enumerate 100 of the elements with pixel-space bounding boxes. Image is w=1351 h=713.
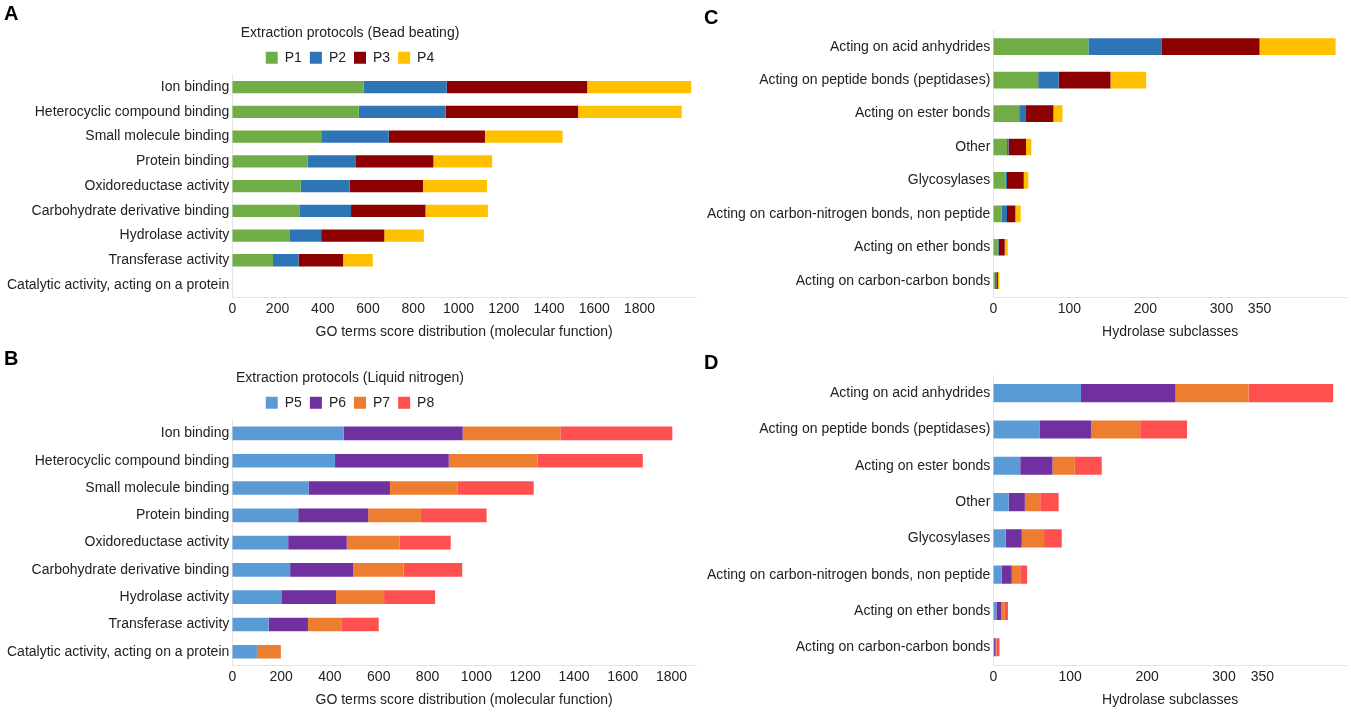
x-tick-label: 1800: [623, 299, 656, 316]
bar: [433, 155, 493, 168]
y-tick-label: Small molecule binding: [85, 127, 230, 144]
x-tick-label: 1000: [460, 667, 493, 684]
y-tick-label: Acting on ether bonds: [854, 601, 991, 618]
bar: [349, 179, 423, 193]
y-tick-label: Hydrolase activity: [119, 226, 230, 243]
bar: [232, 426, 344, 441]
bar: [363, 80, 447, 94]
x-axis-title: Hydrolase subclasses: [1102, 323, 1239, 340]
y-tick-label: Hydrolase activity: [119, 588, 230, 605]
bar: [993, 138, 1008, 156]
bar: [993, 38, 1089, 56]
bar: [1090, 420, 1141, 439]
bar: [403, 563, 463, 577]
bar: [560, 426, 673, 441]
text: A: [4, 1, 19, 24]
legend-label: P6: [328, 393, 347, 410]
y-tick-label: Carbohydrate derivative binding: [31, 201, 230, 218]
x-tick-label: 800: [415, 667, 440, 684]
x-tick-label: 300: [1209, 299, 1234, 316]
bar: [1140, 420, 1188, 439]
bar: [422, 179, 487, 193]
bar: [307, 617, 342, 632]
y-tick-label: Acting on ester bonds: [854, 456, 991, 473]
x-tick-label: 350: [1250, 667, 1275, 684]
y-tick-label: Other: [955, 492, 991, 509]
bar: [993, 420, 1040, 439]
x-tick-label: 400: [318, 667, 342, 684]
y-tick-label: Ion binding: [160, 424, 230, 441]
y-tick-label: Acting on ester bonds: [854, 104, 991, 121]
y-tick-label: Transferase activity: [108, 251, 230, 268]
bar: [1175, 384, 1249, 403]
bar: [232, 644, 257, 659]
bar: [993, 205, 1002, 223]
x-tick-label: 200: [1135, 667, 1159, 684]
bar: [1110, 71, 1147, 89]
x-tick-label: 1800: [656, 667, 688, 684]
x-tick-label: 400: [311, 299, 335, 316]
legend-label: P3: [373, 48, 391, 65]
y-tick-label: Glycosylases: [907, 529, 991, 546]
bar: [537, 453, 643, 468]
bar: [341, 617, 379, 632]
bar: [1039, 420, 1091, 439]
bar: [388, 130, 485, 143]
y-tick-label: Protein binding: [135, 506, 230, 523]
y-tick-label: Ion binding: [160, 78, 230, 95]
bar: [1005, 529, 1022, 548]
bar: [420, 508, 487, 523]
x-tick-label: 1600: [607, 667, 639, 684]
bar: [232, 453, 336, 468]
x-tick-label: 1000: [442, 299, 475, 316]
bar: [273, 254, 299, 267]
bar: [232, 155, 308, 168]
y-tick-label: Oxidoreductase activity: [84, 533, 230, 550]
bar: [1001, 565, 1012, 584]
x-tick-label: 0: [989, 299, 998, 316]
bar: [321, 130, 389, 143]
x-tick-label: 350: [1247, 299, 1272, 316]
bar: [336, 590, 385, 604]
bar: [445, 105, 579, 119]
bar: [399, 535, 451, 550]
y-tick-label: Catalytic activity, acting on a protein: [6, 275, 230, 292]
bar: [996, 601, 1001, 621]
bar: [1007, 205, 1016, 223]
y-tick-label: Acting on carbon-carbon bonds: [795, 271, 991, 288]
bar: [1021, 529, 1045, 548]
x-tick-label: 0: [228, 667, 237, 684]
bar: [232, 80, 364, 94]
bar: [993, 384, 1081, 403]
bar: [457, 481, 534, 495]
bar: [446, 80, 588, 94]
y-tick-label: Acting on peptide bonds (peptidases): [759, 420, 991, 437]
bar: [290, 563, 354, 577]
bar: [993, 529, 1006, 548]
bar: [232, 254, 274, 267]
y-tick-label: Other: [955, 137, 991, 154]
bar: [299, 204, 352, 218]
bar: [358, 105, 446, 119]
x-tick-label: 1400: [533, 299, 565, 316]
legend-label: P4: [417, 48, 435, 65]
x-tick-label: 600: [367, 667, 391, 684]
bar: [232, 130, 322, 143]
x-axis-title: Hydrolase subclasses: [1102, 691, 1239, 708]
bar: [335, 453, 449, 468]
bar: [1161, 38, 1260, 56]
bar: [308, 481, 390, 495]
text: D: [704, 350, 719, 373]
bar: [1053, 105, 1063, 122]
x-tick-label: 1200: [509, 667, 541, 684]
bar: [232, 508, 299, 523]
bar: [993, 71, 1039, 89]
bar: [1008, 492, 1025, 512]
bar: [462, 426, 561, 441]
bar: [484, 130, 563, 143]
y-tick-label: Catalytic activity, acting on a protein: [6, 642, 230, 659]
bar: [232, 204, 300, 218]
y-tick-label: Acting on peptide bonds (peptidases): [759, 71, 991, 87]
bar: [1004, 238, 1008, 256]
x-tick-label: 600: [356, 299, 380, 316]
